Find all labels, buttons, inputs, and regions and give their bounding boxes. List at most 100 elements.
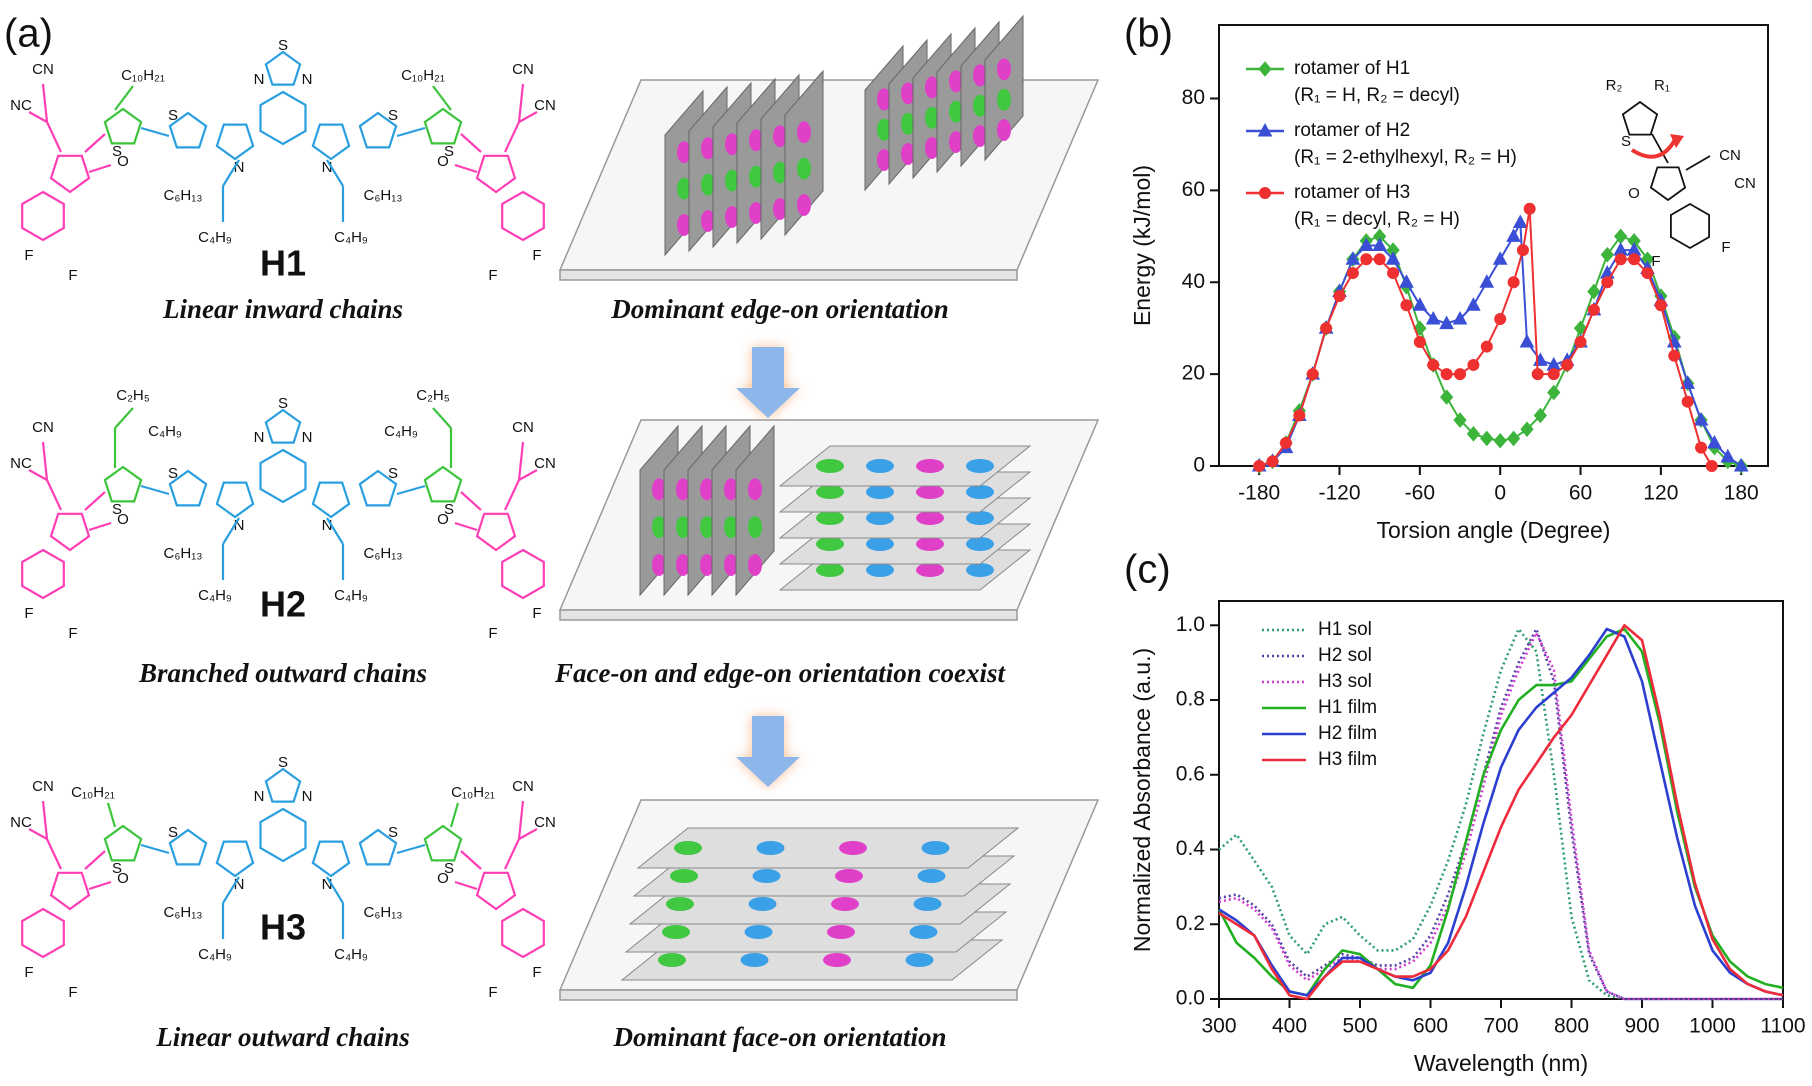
- molecule-blob: [752, 869, 781, 883]
- marker: [1258, 61, 1272, 77]
- x-tick-label: 400: [1272, 1015, 1307, 1038]
- molecule-blob: [676, 516, 690, 539]
- molecule-blob: [925, 137, 939, 159]
- atom-label: CN: [32, 778, 54, 795]
- chain-label: C₄H₉: [198, 587, 232, 604]
- x-axis-title: Torsion angle (Degree): [1377, 517, 1611, 543]
- legend-label: H2 sol: [1318, 645, 1372, 666]
- marker: [1346, 267, 1359, 280]
- molecule-blob: [909, 925, 938, 939]
- molecule-blob: [966, 537, 994, 551]
- molecule-blob: [725, 133, 739, 156]
- molecule-blob: [901, 112, 915, 135]
- molecule-blob: [816, 537, 844, 551]
- panel-label: (c): [1124, 548, 1171, 592]
- inset-label: O: [1628, 185, 1640, 202]
- molecule-blob: [966, 511, 994, 525]
- marker: [1293, 409, 1306, 422]
- molecule-blob: [913, 897, 942, 911]
- bond: [460, 133, 482, 153]
- bond: [46, 121, 62, 153]
- x-tick-label: 1000: [1689, 1015, 1736, 1038]
- atom-label: CN: [534, 814, 556, 831]
- marker: [1427, 358, 1440, 371]
- molecule-blob: [877, 149, 891, 171]
- atom-label: N: [302, 788, 313, 805]
- atom-label: F: [488, 625, 497, 642]
- bond-ring: [103, 465, 143, 503]
- atom-label: O: [117, 511, 129, 528]
- atom-label: O: [117, 870, 129, 887]
- bond-ring: [264, 50, 302, 86]
- molecule-blob: [966, 459, 994, 473]
- bond: [46, 479, 62, 511]
- marker: [1512, 214, 1528, 229]
- marker: [1467, 358, 1480, 371]
- molecule-blob: [905, 953, 934, 967]
- y-tick-label: 0.2: [1176, 912, 1205, 935]
- marker: [1453, 412, 1467, 428]
- atom-label: F: [68, 625, 77, 642]
- marker: [1452, 310, 1468, 325]
- x-tick-label: 0: [1494, 482, 1506, 505]
- bond-ring: [21, 190, 65, 242]
- y-tick-label: 0.8: [1176, 688, 1205, 711]
- inset-label: S: [1621, 133, 1631, 150]
- arrow: [736, 347, 800, 418]
- chain-label: C₄H₉: [148, 423, 182, 440]
- atom-label: F: [68, 267, 77, 284]
- bond-ring: [264, 767, 302, 803]
- x-tick-label: 180: [1724, 482, 1759, 505]
- legend-label: rotamer of H2: [1294, 120, 1410, 141]
- chain-label: C₄H₉: [384, 423, 418, 440]
- bond: [517, 800, 525, 840]
- series-line: [1218, 624, 1784, 1001]
- bond-ring: [264, 408, 302, 444]
- bond: [88, 880, 112, 891]
- molecule-name: H2: [260, 584, 306, 625]
- molecule-blob: [658, 953, 686, 967]
- x-tick-label: 800: [1554, 1015, 1589, 1038]
- marker: [1547, 384, 1561, 401]
- marker: [1439, 389, 1454, 405]
- marker: [1479, 274, 1495, 288]
- molecule-blob: [916, 511, 944, 525]
- marker: [1306, 368, 1319, 381]
- molecule-caption: Branched outward chains: [138, 658, 427, 688]
- molecule-blob: [670, 869, 698, 883]
- marker: [1654, 299, 1667, 312]
- chain-label: C₆H₁₃: [164, 545, 203, 562]
- atom-label: S: [444, 501, 454, 518]
- bond-ring: [423, 465, 463, 503]
- legend-label: rotamer of H3: [1294, 182, 1410, 203]
- molecule-blob: [652, 478, 666, 501]
- y-axis-title: Energy (kJ/mol): [1129, 165, 1155, 326]
- series-line: [1258, 207, 1713, 467]
- legend-label: H3 film: [1318, 749, 1377, 770]
- marker: [1680, 375, 1695, 389]
- bond-ring: [21, 907, 65, 959]
- molecule-blob: [827, 925, 855, 939]
- molecule-blob: [973, 94, 987, 117]
- atom-label: F: [24, 605, 33, 622]
- bond-ring: [423, 824, 463, 862]
- marker: [1492, 251, 1508, 265]
- bond: [504, 479, 520, 511]
- atom-label: S: [278, 754, 288, 771]
- atom-label: S: [278, 395, 288, 412]
- inset-label: R₂: [1606, 77, 1623, 94]
- atom-label: F: [24, 247, 33, 264]
- molecule-blob: [866, 511, 894, 525]
- bond: [326, 159, 344, 187]
- bond: [326, 517, 344, 545]
- chain-label: C₄H₉: [198, 946, 232, 963]
- inset-ring: [1649, 166, 1687, 202]
- x-tick-label: 900: [1624, 1015, 1659, 1038]
- marker: [1480, 340, 1493, 353]
- molecule-blob: [724, 554, 738, 576]
- bond: [28, 469, 48, 481]
- bond-ring: [475, 512, 517, 552]
- atom-label: CN: [512, 61, 534, 78]
- bond-ring: [259, 807, 307, 863]
